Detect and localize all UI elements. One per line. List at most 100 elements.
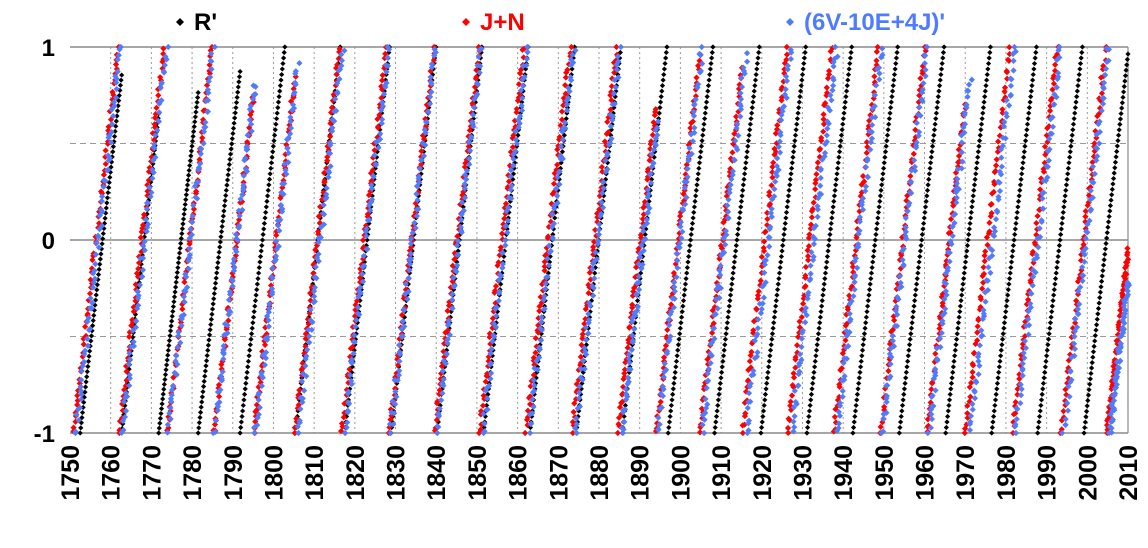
data-point (119, 407, 126, 414)
data-point (889, 88, 896, 94)
data-point (1054, 51, 1061, 58)
data-point (422, 115, 429, 123)
data-point (469, 111, 477, 118)
data-point (387, 429, 394, 437)
data-point (291, 429, 298, 437)
data-point (654, 420, 661, 427)
data-point (559, 136, 567, 143)
data-point (478, 49, 484, 56)
data-point (807, 262, 814, 269)
data-point (935, 94, 941, 100)
data-point (801, 308, 808, 315)
data-point (93, 292, 99, 298)
data-point (796, 368, 803, 375)
data-point (884, 132, 891, 138)
data-point (242, 386, 248, 392)
data-point (382, 77, 389, 83)
data-point (910, 309, 916, 315)
data-point (1027, 271, 1034, 278)
data-point (631, 309, 638, 317)
data-point (745, 143, 751, 149)
data-point (510, 162, 517, 169)
data-point (255, 276, 261, 282)
data-point (1001, 325, 1007, 331)
data-point (723, 331, 729, 337)
data-point (374, 123, 382, 130)
data-point (872, 237, 878, 243)
data-point (760, 408, 767, 414)
data-point (550, 220, 557, 227)
data-point (751, 88, 757, 94)
data-point (549, 211, 556, 218)
data-point (816, 325, 822, 331)
data-point (411, 219, 418, 227)
data-point (160, 45, 167, 52)
data-point (814, 342, 820, 348)
data-point (280, 60, 286, 67)
data-point (282, 44, 288, 50)
data-point (229, 136, 235, 142)
data-point (101, 225, 107, 232)
data-point (780, 103, 788, 110)
data-point (990, 188, 997, 196)
data-point (805, 243, 813, 250)
data-point (753, 71, 759, 78)
data-point (111, 133, 118, 140)
data-point (640, 204, 647, 211)
data-point (568, 62, 575, 69)
data-point (122, 389, 129, 397)
data-point (682, 171, 689, 178)
data-point (533, 343, 540, 350)
data-point (560, 102, 567, 109)
data-point (540, 296, 547, 304)
data-point (196, 420, 202, 426)
data-point (737, 209, 743, 216)
data-point (807, 270, 814, 277)
data-point (275, 105, 281, 111)
data-point (1106, 213, 1112, 220)
data-point (512, 128, 519, 135)
data-point (236, 212, 243, 219)
data-point (424, 108, 432, 115)
data-point (720, 249, 728, 256)
data-point (1039, 195, 1046, 202)
data-point (689, 226, 695, 232)
data-point (870, 253, 876, 260)
data-point (682, 287, 688, 293)
data-point (334, 61, 341, 68)
data-point (707, 350, 714, 357)
data-point (923, 198, 929, 204)
data-point (634, 303, 641, 310)
data-point (434, 423, 441, 430)
data-point (452, 239, 460, 246)
data-point (1017, 381, 1024, 388)
data-point (684, 173, 691, 180)
data-point (167, 328, 174, 334)
data-point (562, 119, 569, 126)
data-point (573, 429, 580, 437)
data-point (408, 255, 415, 263)
data-point (692, 198, 698, 204)
data-point (1103, 240, 1109, 247)
data-point (790, 370, 797, 377)
data-point (405, 288, 412, 295)
data-point (936, 313, 943, 320)
data-point (973, 165, 979, 171)
data-point (921, 60, 928, 67)
data-point (700, 127, 706, 133)
data-point (472, 99, 479, 105)
data-point (703, 105, 709, 111)
data-point (1058, 231, 1064, 238)
data-point (336, 45, 343, 53)
data-point (496, 271, 503, 278)
data-point (868, 114, 875, 121)
data-point (482, 378, 489, 385)
data-point (253, 292, 259, 298)
data-point (307, 317, 314, 324)
data-point (604, 160, 611, 166)
data-point (703, 99, 710, 105)
data-point (508, 182, 515, 189)
data-point (962, 259, 969, 265)
data-point (664, 326, 671, 334)
data-point (436, 390, 443, 398)
